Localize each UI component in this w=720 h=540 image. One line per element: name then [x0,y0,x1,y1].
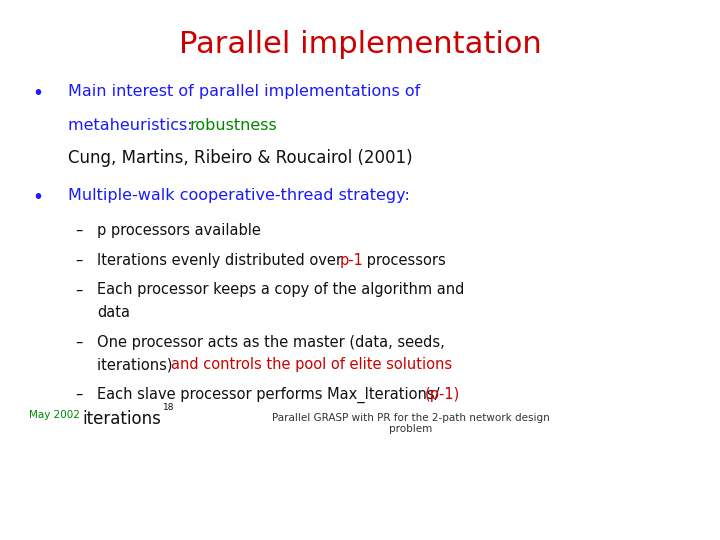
Text: Iterations evenly distributed over: Iterations evenly distributed over [97,253,347,268]
Text: robustness: robustness [189,118,277,133]
Text: iterations: iterations [83,410,162,428]
Text: •: • [32,84,43,103]
Text: p-1: p-1 [340,253,364,268]
Text: Multiple-walk cooperative-thread strategy:: Multiple-walk cooperative-thread strateg… [68,188,410,203]
Text: –: – [76,335,83,350]
Text: Main interest of parallel implementations of: Main interest of parallel implementation… [68,84,420,99]
Text: Parallel GRASP with PR for the 2-path network design
problem: Parallel GRASP with PR for the 2-path ne… [271,413,549,434]
Text: –: – [76,253,83,268]
Text: –: – [76,387,83,402]
Text: Cung, Martins, Ribeiro & Roucairol (2001): Cung, Martins, Ribeiro & Roucairol (2001… [68,149,413,167]
Text: Parallel implementation: Parallel implementation [179,30,541,59]
Text: iterations): iterations) [97,357,177,373]
Text: metaheuristics:: metaheuristics: [68,118,198,133]
Text: One processor acts as the master (data, seeds,: One processor acts as the master (data, … [97,335,445,350]
Text: Each slave processor performs Max_Iterations/: Each slave processor performs Max_Iterat… [97,387,440,403]
Text: May 2002: May 2002 [29,410,80,420]
Text: processors: processors [362,253,446,268]
Text: and controls the pool of elite solutions: and controls the pool of elite solutions [171,357,452,373]
Text: (p-1): (p-1) [425,387,460,402]
Text: –: – [76,282,83,298]
Text: p processors available: p processors available [97,223,261,238]
Text: •: • [32,188,43,207]
Text: –: – [76,223,83,238]
Text: 18: 18 [163,403,175,413]
Text: Each processor keeps a copy of the algorithm and: Each processor keeps a copy of the algor… [97,282,464,298]
Text: data: data [97,305,130,320]
